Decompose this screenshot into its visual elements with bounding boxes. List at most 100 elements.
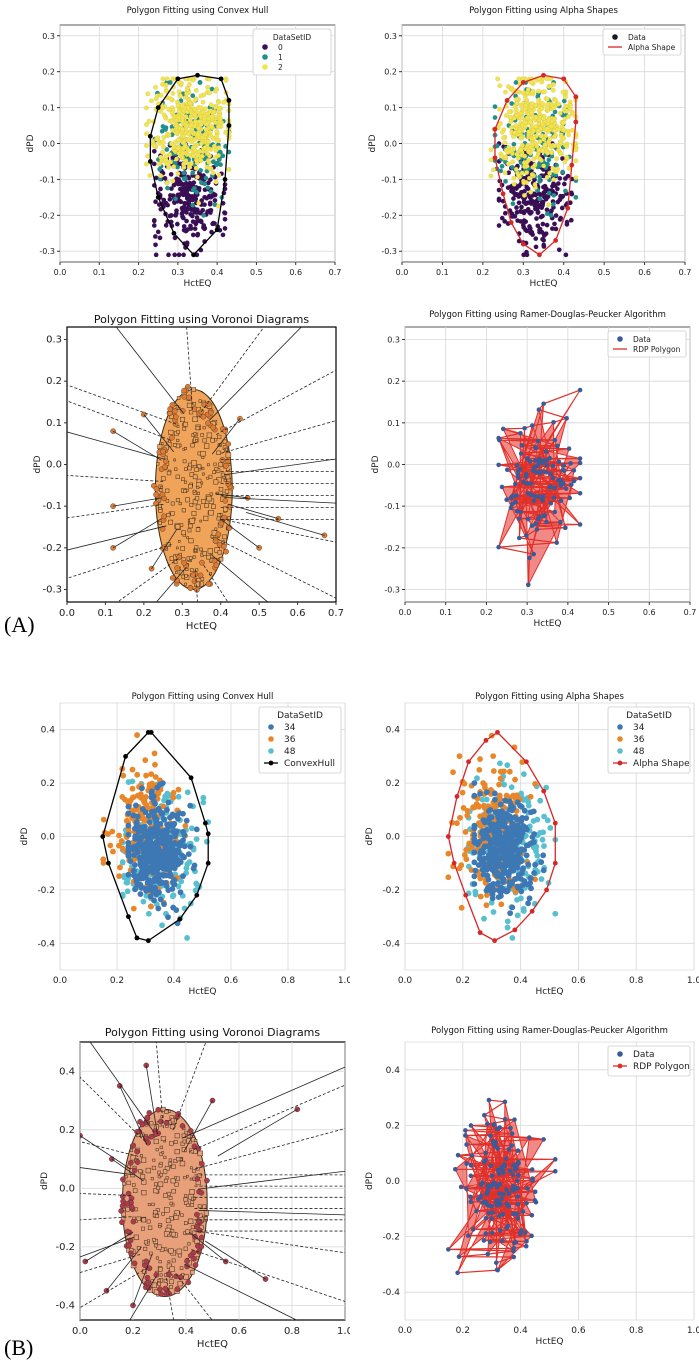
voronoi-point — [162, 458, 169, 464]
y-tick-label: -0.4 — [382, 939, 400, 949]
data-point — [190, 865, 197, 872]
data-point — [507, 844, 514, 851]
data-point — [116, 832, 122, 839]
figure-label-a: (A) — [4, 612, 35, 637]
data-point — [517, 1231, 523, 1237]
voronoi-ridge — [198, 1170, 345, 1190]
data-point — [499, 836, 505, 843]
y-tick-label: -0.1 — [39, 175, 55, 184]
voronoi-cell — [195, 496, 200, 501]
data-point — [567, 495, 572, 501]
x-tick-label: 0.3 — [521, 608, 534, 617]
data-point — [515, 1216, 521, 1221]
data-point — [496, 792, 503, 799]
data-point — [534, 527, 540, 532]
data-point — [505, 872, 512, 879]
data-point — [207, 129, 213, 135]
data-point — [524, 249, 529, 255]
data-point — [163, 153, 169, 159]
data-point — [535, 128, 541, 134]
data-point — [169, 141, 174, 147]
data-point — [547, 485, 552, 490]
data-point — [199, 153, 205, 159]
voronoi-cell — [206, 495, 212, 502]
y-tick-label: 0.3 — [384, 32, 397, 41]
data-point — [470, 1227, 476, 1232]
data-point — [131, 825, 138, 832]
data-point — [160, 123, 166, 129]
data-point — [516, 1161, 521, 1166]
data-point — [513, 1166, 519, 1172]
voronoi-point — [155, 1106, 161, 1113]
voronoi-cell — [180, 546, 185, 551]
data-point — [484, 828, 491, 835]
voronoi-cell — [129, 1148, 133, 1152]
voronoi-point — [223, 548, 229, 555]
data-point — [179, 103, 185, 109]
data-point — [107, 842, 114, 849]
voronoi-cell — [206, 463, 210, 467]
data-point — [185, 184, 191, 189]
data-point — [544, 96, 550, 102]
data-point — [526, 895, 533, 902]
data-point — [522, 208, 528, 214]
y-tick-label: 0.2 — [386, 779, 400, 789]
data-point — [180, 215, 186, 221]
voronoi-cell — [217, 434, 222, 439]
data-point — [562, 525, 568, 531]
data-point — [190, 170, 196, 176]
rdp-series — [446, 1097, 558, 1276]
polygon-vertex — [191, 252, 196, 258]
x-tick-label: 0.0 — [72, 1326, 88, 1337]
data-point — [558, 498, 564, 504]
data-point — [178, 878, 185, 885]
voronoi-cell — [133, 1234, 139, 1240]
data-point — [555, 443, 560, 449]
data-point — [506, 109, 512, 115]
voronoi-point — [194, 1176, 201, 1182]
data-point — [540, 829, 547, 836]
data-point — [489, 1230, 495, 1236]
polygon-vertex — [463, 892, 469, 898]
data-point — [497, 775, 504, 782]
data-point — [544, 211, 550, 217]
data-point — [528, 481, 534, 486]
data-point — [152, 234, 158, 239]
data-point — [161, 797, 167, 804]
legend-box — [602, 28, 682, 56]
polygon-outline — [149, 74, 230, 256]
voronoi-cell — [222, 476, 226, 479]
data-point — [544, 174, 550, 180]
voronoi-cell — [126, 1180, 131, 1186]
voronoi-cell — [176, 396, 181, 400]
data-point — [488, 173, 494, 179]
voronoi-ridge — [112, 430, 162, 461]
voronoi-point — [171, 408, 178, 415]
data-point — [499, 846, 506, 853]
data-point — [481, 855, 488, 862]
polygon-vertex — [171, 230, 177, 236]
voronoi-point — [131, 1167, 138, 1174]
data-point — [502, 824, 509, 830]
voronoi-cell — [172, 443, 177, 447]
data-point — [499, 215, 505, 221]
data-point — [477, 850, 484, 857]
data-point — [129, 785, 136, 792]
data-point — [489, 1173, 495, 1178]
data-point — [166, 132, 172, 138]
data-point — [529, 1167, 535, 1172]
data-point — [556, 247, 562, 253]
voronoi-point — [169, 402, 176, 408]
data-point — [471, 780, 478, 786]
voronoi-point — [162, 464, 168, 470]
data-point — [505, 84, 511, 90]
data-point — [509, 214, 515, 219]
voronoi-cell — [202, 426, 206, 430]
data-point — [520, 1209, 526, 1214]
data-point — [571, 478, 577, 484]
voronoi-cell — [201, 499, 206, 504]
data-point — [506, 768, 513, 775]
voronoi-point — [118, 1208, 124, 1214]
data-point — [499, 129, 505, 135]
